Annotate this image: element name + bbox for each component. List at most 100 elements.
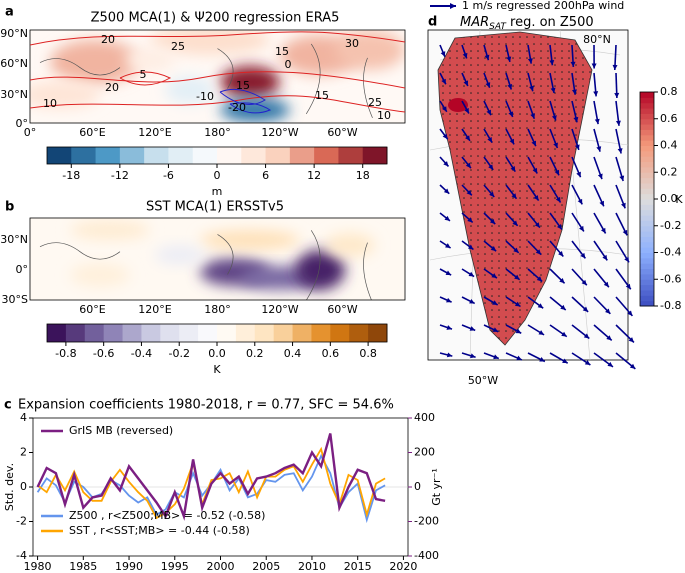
colorbar-segment [292, 324, 312, 342]
x-tick-label: 2015 [344, 560, 372, 573]
wind-arrowhead [511, 193, 517, 199]
lat-label: 80°N [583, 33, 611, 46]
wind-arrowhead [485, 82, 491, 88]
wind-arrowhead [530, 113, 535, 119]
colorbar-segment [47, 147, 72, 164]
map-anomaly [335, 30, 405, 70]
colorbar-segment [362, 147, 388, 164]
wind-arrowhead [532, 167, 538, 174]
contour-label: 20 [105, 81, 119, 94]
colorbar-segment [235, 324, 256, 342]
colorbar-tick-label: -0.4 [660, 246, 681, 259]
y-tick-label: -2 [16, 515, 27, 528]
wind-arrowhead [550, 87, 556, 93]
wind-legend: 1 m/s regressed 200hPa wind [462, 0, 624, 12]
colorbar-segment [65, 324, 86, 342]
wind-arrowhead [607, 361, 613, 367]
colorbar-segment [640, 172, 654, 179]
colorbar-segment [640, 300, 654, 307]
wind-arrowhead [529, 85, 534, 92]
colorbar-segment [141, 324, 161, 342]
wind-arrowhead [591, 63, 597, 69]
contour-label: 25 [368, 96, 382, 109]
wind-arrowhead [622, 229, 628, 236]
panel-label: b [5, 200, 14, 215]
lon-label: 60°W [327, 303, 357, 316]
colorbar-segment [254, 324, 275, 342]
wind-arrowhead [537, 303, 544, 309]
map-anomaly [200, 230, 300, 250]
colorbar-segment [338, 147, 364, 164]
wind-arrowhead [464, 107, 469, 114]
x-tick-label: 1985 [69, 560, 97, 573]
wind-arrowhead [509, 138, 515, 145]
wind-arrowhead [444, 215, 450, 221]
wind-arrowhead [491, 273, 497, 279]
colorbar-segment [640, 236, 654, 243]
colorbar-tick-label: 0.0 [660, 192, 678, 205]
contour-line [229, 102, 272, 114]
contour-label: 5 [140, 68, 147, 81]
wind-arrowhead [484, 54, 490, 61]
wind-arrowhead [555, 196, 561, 203]
panel-title: Z500 MCA(1) & Ψ200 regression ERA5 [91, 11, 340, 26]
wind-arrowhead [465, 162, 471, 169]
wind-arrowhead [596, 146, 602, 152]
colorbar-segment [311, 324, 331, 342]
y-axis-label: Std. dev. [3, 463, 16, 511]
colorbar-segment [640, 252, 654, 259]
wind-arrowhead [559, 277, 565, 284]
wind-arrowhead [629, 363, 636, 369]
colorbar-segment [640, 113, 654, 120]
lon-label: 0° [24, 126, 37, 139]
wind-arrowhead [470, 353, 476, 359]
lon-label: 60°E [79, 126, 105, 139]
wind-arrowhead [510, 166, 516, 172]
title-rest: reg. on Z500 [506, 15, 594, 30]
wind-arrowhead [602, 254, 608, 261]
colorbar-segment [640, 225, 654, 232]
wind-arrowhead [580, 252, 586, 259]
wind-arrowhead [513, 247, 519, 253]
colorbar-segment [160, 324, 180, 342]
title-sub: SAT [489, 22, 507, 32]
colorbar-segment [640, 279, 654, 286]
coastline [39, 43, 373, 119]
contour-line [30, 71, 405, 89]
y2-axis-label: Gt yr⁻¹ [430, 468, 443, 506]
colorbar-tick-label: 0.8 [660, 85, 678, 98]
contour-label: 20 [101, 33, 115, 46]
wind-arrowhead [507, 83, 513, 90]
colorbar-segment [217, 147, 242, 164]
lon-label: 120°E [138, 303, 171, 316]
wind-arrowhead [514, 301, 521, 307]
colorbar-segment [640, 273, 654, 280]
wind-arrowhead [579, 225, 584, 232]
colorbar-segment [640, 97, 654, 104]
contour-label: 25 [171, 40, 185, 53]
wind-arrowhead [621, 202, 626, 209]
wind-arrowhead [617, 148, 623, 154]
contour-label: 0 [285, 58, 292, 71]
wind-arrowhead [628, 337, 634, 343]
wind-arrowhead [615, 120, 621, 126]
colorbar-tick-label: -0.2 [660, 219, 681, 232]
colorbar-label: K [675, 193, 683, 206]
colorbar-tick-label: -12 [111, 169, 129, 182]
colorbar-segment [640, 268, 654, 275]
colorbar-segment [47, 324, 67, 342]
lat-label: 30°S [2, 293, 28, 306]
map-anomaly [165, 76, 215, 104]
wind-arrowhead [445, 243, 451, 249]
wind-arrowhead [446, 325, 453, 330]
map-anomaly [125, 48, 175, 72]
lat-label: 0° [16, 117, 29, 130]
wind-arrowhead [446, 352, 453, 358]
map-frame [29, 217, 406, 301]
wind-arrowhead [597, 173, 603, 180]
wind-arrowhead [573, 116, 579, 123]
wind-arrowhead [605, 308, 611, 314]
wind-arrowhead [593, 91, 599, 97]
colorbar-segment [640, 199, 654, 205]
colorbar-segment [71, 147, 97, 164]
